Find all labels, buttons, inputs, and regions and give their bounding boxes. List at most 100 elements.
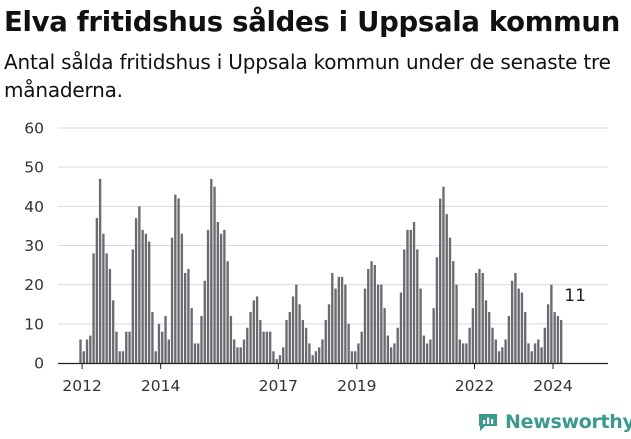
bar: [399, 292, 403, 363]
bar: [334, 288, 337, 363]
bar: [488, 312, 491, 363]
bar: [177, 198, 180, 363]
bar: [105, 253, 108, 363]
bar: [422, 335, 426, 363]
bar: [478, 269, 481, 363]
bar: [223, 229, 226, 363]
bar: [344, 284, 347, 363]
bar: [471, 308, 475, 363]
bar: [138, 206, 141, 363]
bar: [249, 312, 252, 363]
bar: [85, 339, 89, 363]
bars: [79, 178, 563, 363]
bar: [484, 300, 488, 363]
bar: [409, 229, 412, 363]
bar: [272, 351, 275, 363]
bar: [367, 269, 370, 363]
bar: [481, 272, 484, 363]
bar: [128, 331, 131, 363]
bar: [530, 351, 533, 363]
bar: [98, 178, 102, 363]
bar: [491, 327, 494, 363]
bar: [89, 335, 92, 363]
bar: [304, 327, 308, 363]
bar: [255, 296, 259, 363]
y-axis: 0 10 20 30 40 50 60: [24, 120, 44, 373]
bar: [497, 351, 501, 363]
annotations: 11: [564, 286, 586, 306]
bar: [455, 284, 458, 363]
bar: [229, 316, 233, 363]
bar: [429, 339, 432, 363]
bar: [112, 300, 115, 363]
y-tick-label: 40: [24, 198, 44, 216]
bar: [386, 335, 390, 363]
bar: [170, 237, 174, 363]
x-tick-label: 2017: [259, 377, 298, 395]
bar: [556, 316, 560, 363]
bar: [210, 178, 213, 363]
bar: [337, 276, 340, 363]
bar: [501, 347, 504, 363]
y-tick-label: 0: [34, 355, 44, 373]
y-tick-label: 20: [24, 276, 44, 294]
bar: [82, 351, 85, 363]
bar: [527, 343, 530, 363]
bar: [435, 257, 439, 363]
bar: [524, 312, 527, 363]
bar: [393, 343, 396, 363]
bar: [291, 296, 295, 363]
y-tick-label: 60: [24, 120, 44, 138]
bar: [144, 233, 148, 363]
highlight-value-label: 11: [564, 286, 586, 306]
bar: [161, 331, 164, 363]
bar: [187, 269, 190, 363]
newsworthy-logo-icon: [479, 414, 497, 431]
bar: [92, 253, 95, 363]
bar: [406, 229, 409, 363]
bar: [553, 312, 556, 363]
bar: [151, 312, 154, 363]
bar: [432, 308, 435, 363]
bar: [383, 308, 386, 363]
bar: [357, 343, 360, 363]
bar: [540, 347, 543, 363]
bar: [321, 339, 324, 363]
bar: [259, 319, 262, 363]
bar: [233, 339, 236, 363]
bar: [416, 249, 419, 363]
bar: [504, 339, 507, 363]
bar: [252, 300, 255, 363]
bar: [331, 272, 334, 363]
bar: [318, 347, 321, 363]
bar: [546, 304, 550, 363]
bar: [108, 269, 112, 363]
bar: [95, 218, 99, 363]
bar: [265, 331, 269, 363]
bar: [262, 331, 265, 363]
bar: [298, 304, 301, 363]
bar: [442, 186, 445, 363]
bar: [193, 343, 197, 363]
bar: [236, 347, 239, 363]
bar: [206, 229, 210, 363]
bar: [370, 261, 373, 363]
bar: [167, 339, 170, 363]
bar: [363, 288, 367, 363]
bar: [439, 198, 442, 363]
bar: [350, 351, 354, 363]
bar: [239, 347, 242, 363]
bar: [288, 312, 291, 363]
bar: [376, 284, 380, 363]
y-tick-label: 50: [24, 159, 44, 177]
bar: [147, 241, 151, 363]
bar: [219, 233, 223, 363]
bar: [301, 319, 305, 363]
bar: [154, 351, 157, 363]
bar: [200, 316, 203, 363]
x-tick-label: 2019: [337, 377, 376, 395]
x-tick-label: 2022: [455, 377, 494, 395]
bar: [474, 272, 478, 363]
bar: [180, 233, 184, 363]
bar: [174, 194, 177, 363]
